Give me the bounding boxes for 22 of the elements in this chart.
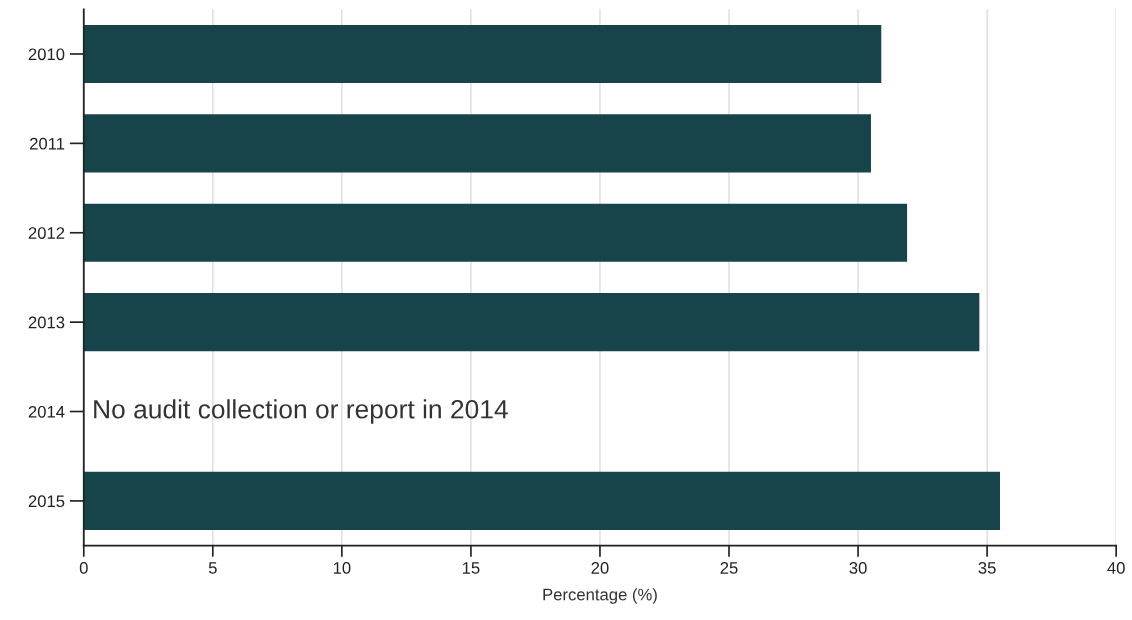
x-tick-label: 25 <box>720 562 738 574</box>
x-tick-label: 0 <box>79 562 88 574</box>
bar <box>83 203 908 262</box>
x-tick-label: 30 <box>849 562 867 574</box>
x-tick-label: 40 <box>1107 562 1125 574</box>
bar <box>83 24 882 84</box>
y-tick-label: 2015 <box>28 495 65 508</box>
x-tick-label: 20 <box>591 562 609 574</box>
bar <box>83 114 871 173</box>
x-tick-label: 35 <box>978 562 996 574</box>
x-tick-label: 15 <box>462 562 480 574</box>
y-tick-label: 2012 <box>28 227 65 239</box>
y-tick-label: 2013 <box>28 316 65 329</box>
annotation: No audit collection or report in 2014 <box>94 399 508 424</box>
x-tick-label: 10 <box>333 562 351 574</box>
bar <box>83 471 1001 530</box>
bar <box>83 293 980 352</box>
y-tick-label: 2014 <box>28 405 65 418</box>
y-tick-label: 2011 <box>30 137 65 150</box>
y-tick-label: 2010 <box>28 48 65 61</box>
x-axis-title: Percentage (%) <box>543 588 657 604</box>
x-tick-label: 5 <box>208 562 217 574</box>
